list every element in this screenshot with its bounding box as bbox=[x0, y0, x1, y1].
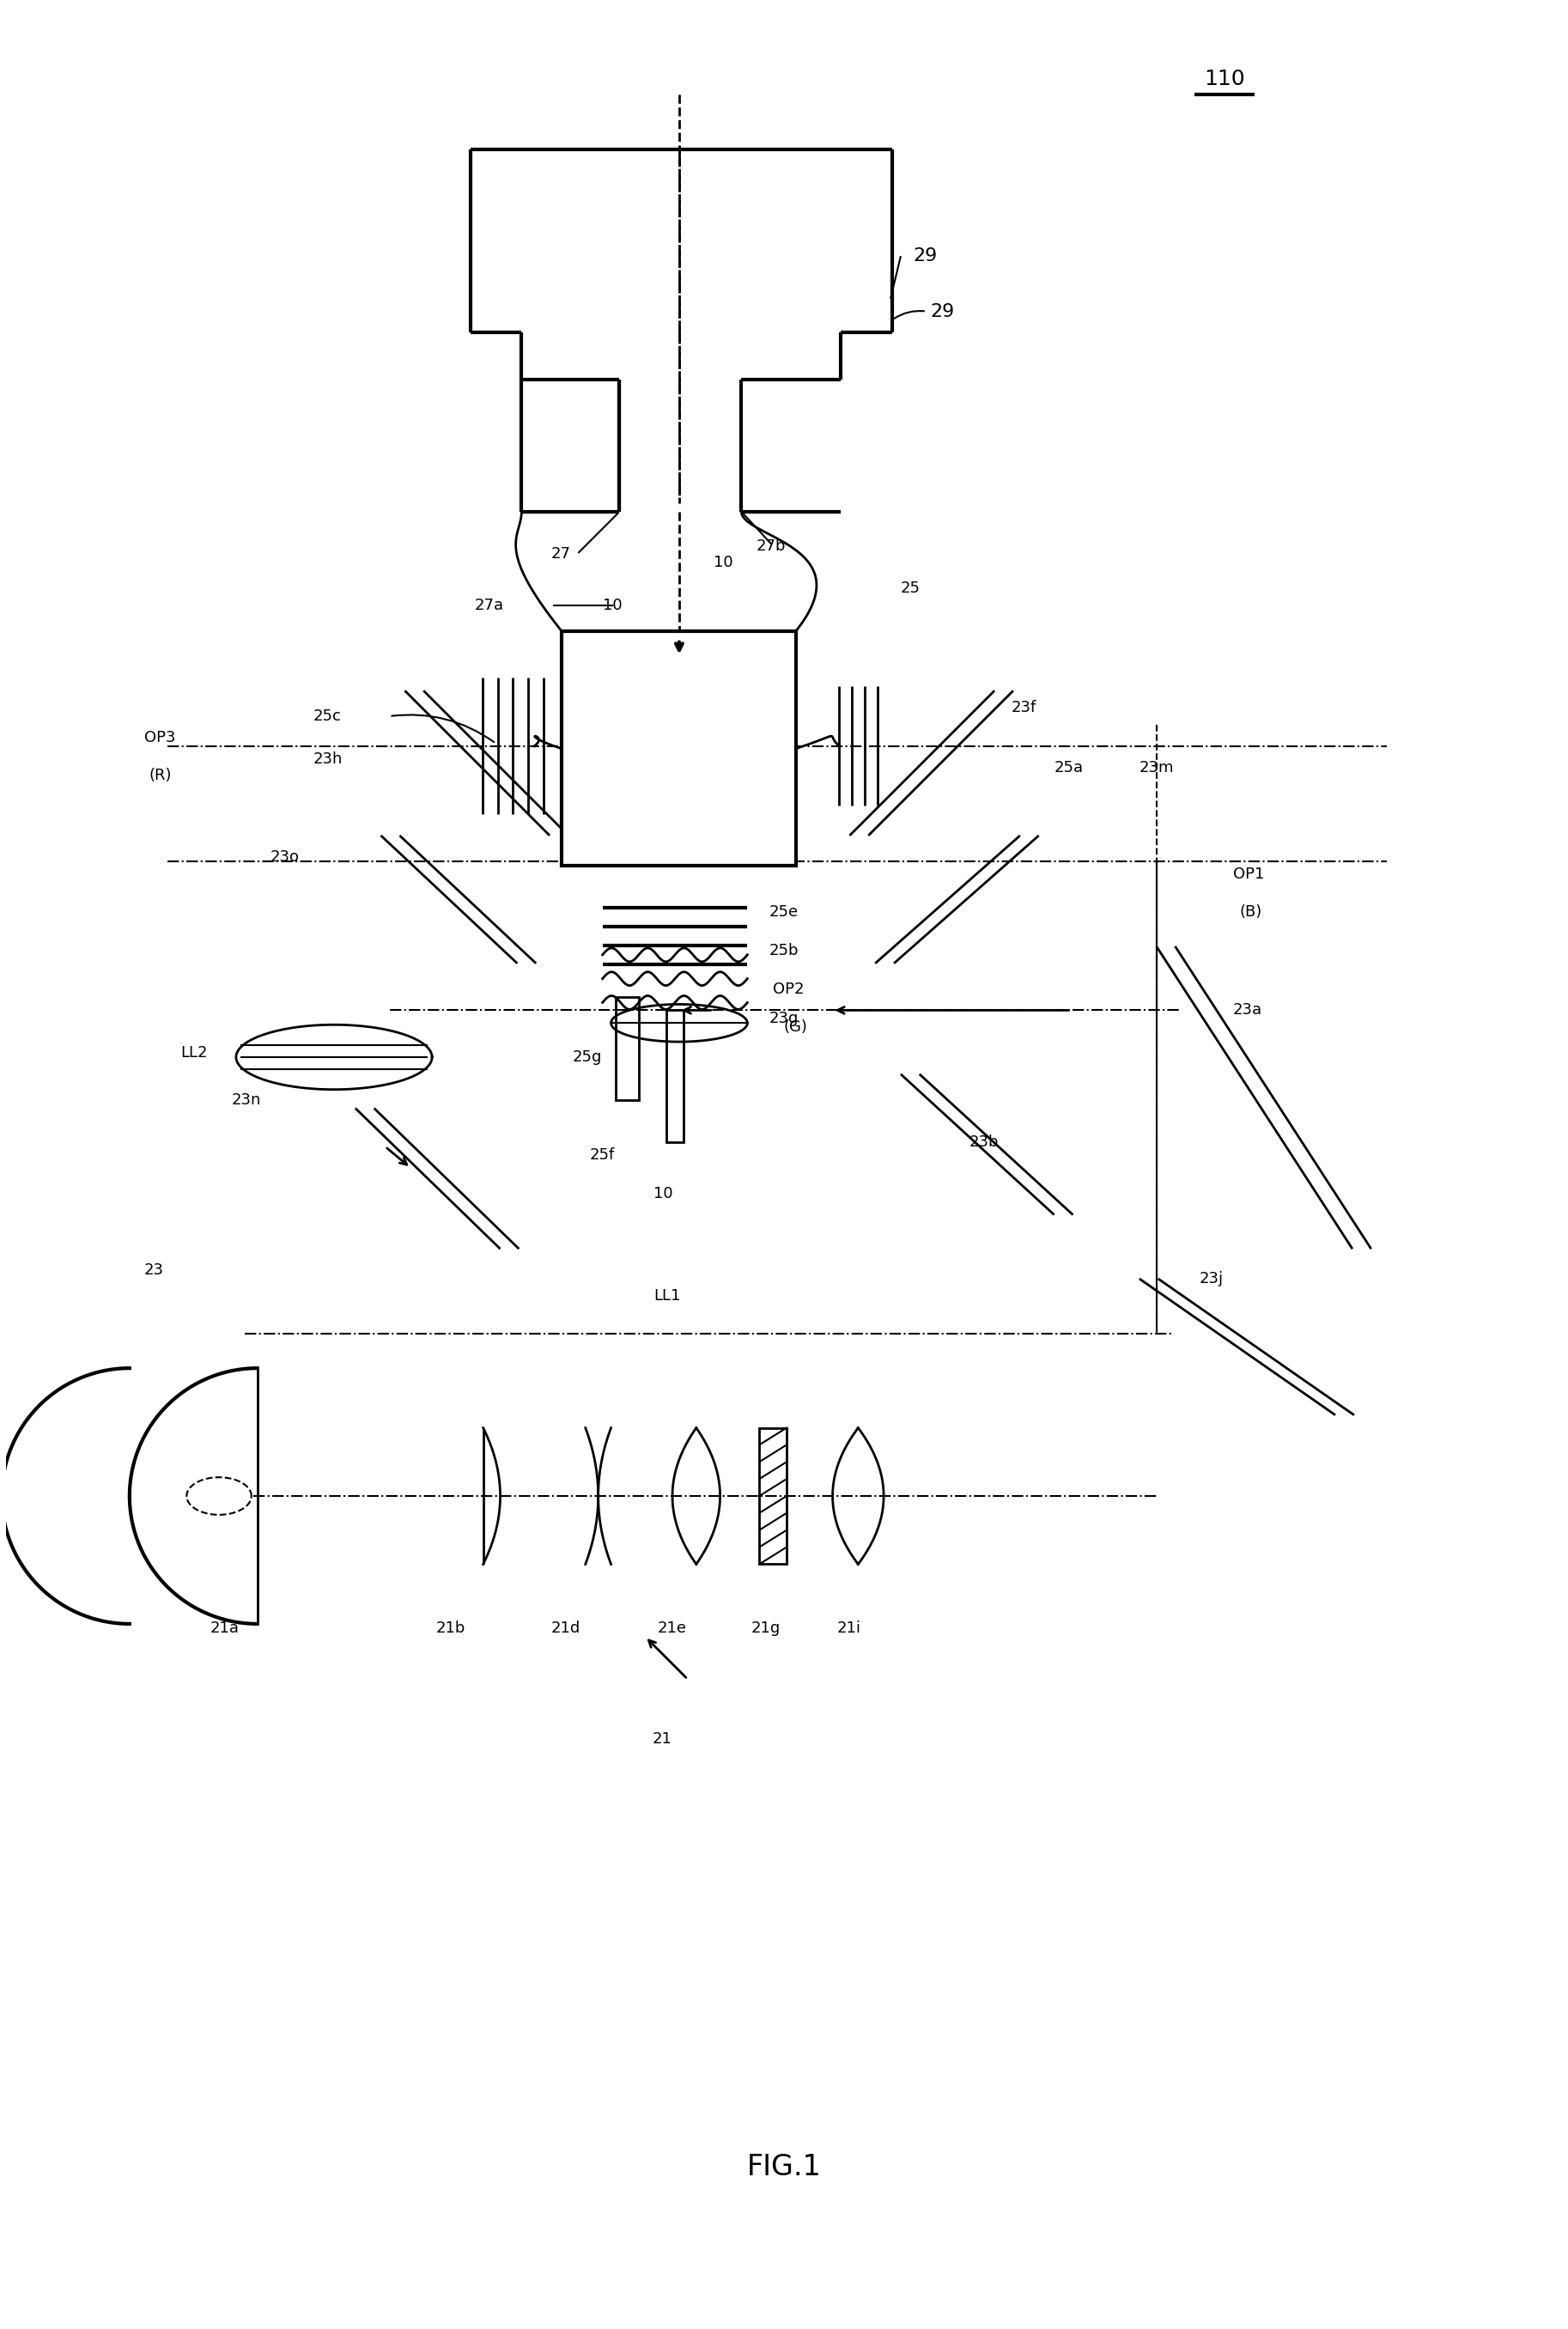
Text: 23h: 23h bbox=[312, 752, 342, 766]
Text: (B): (B) bbox=[1240, 904, 1262, 920]
Text: (G): (G) bbox=[782, 1020, 808, 1034]
Text: 25f: 25f bbox=[590, 1148, 615, 1162]
Text: 23j: 23j bbox=[1200, 1272, 1223, 1286]
Text: LL1: LL1 bbox=[654, 1288, 681, 1304]
Text: 21d: 21d bbox=[552, 1621, 580, 1635]
Text: 21b: 21b bbox=[436, 1621, 466, 1635]
Text: 27a: 27a bbox=[475, 599, 503, 613]
Text: 25e: 25e bbox=[768, 904, 798, 920]
Bar bbox=[615, 997, 640, 1099]
Text: 27: 27 bbox=[552, 547, 571, 561]
Text: 23f: 23f bbox=[1011, 701, 1036, 715]
Text: 23o: 23o bbox=[270, 850, 299, 864]
Text: 21e: 21e bbox=[657, 1621, 687, 1635]
Text: 29: 29 bbox=[914, 247, 938, 266]
Text: 10: 10 bbox=[654, 1185, 673, 1202]
Text: (R): (R) bbox=[149, 769, 172, 783]
Bar bbox=[561, 631, 797, 866]
Text: 21g: 21g bbox=[751, 1621, 781, 1635]
Text: 23n: 23n bbox=[232, 1092, 262, 1109]
Text: LL2: LL2 bbox=[180, 1046, 207, 1060]
Text: OP3: OP3 bbox=[144, 729, 176, 745]
Text: 21: 21 bbox=[652, 1730, 673, 1747]
Text: 25c: 25c bbox=[312, 708, 340, 724]
Text: 23: 23 bbox=[144, 1262, 163, 1279]
Bar bbox=[759, 1428, 787, 1565]
Bar bbox=[666, 1011, 684, 1141]
Text: 21a: 21a bbox=[210, 1621, 240, 1635]
Text: OP1: OP1 bbox=[1232, 866, 1264, 883]
Text: 23a: 23a bbox=[1232, 1001, 1262, 1018]
Text: 27b: 27b bbox=[756, 538, 786, 554]
Text: FIG.1: FIG.1 bbox=[746, 2152, 822, 2180]
Text: 10: 10 bbox=[713, 554, 732, 571]
Text: 25b: 25b bbox=[768, 943, 798, 957]
Text: 110: 110 bbox=[1204, 68, 1245, 89]
Text: 23b: 23b bbox=[969, 1134, 999, 1151]
Text: 25a: 25a bbox=[1054, 759, 1083, 776]
Text: 25g: 25g bbox=[572, 1050, 602, 1064]
Text: 10: 10 bbox=[602, 599, 622, 613]
Text: 23g: 23g bbox=[768, 1011, 798, 1027]
Text: 25: 25 bbox=[900, 580, 920, 596]
Text: 23m: 23m bbox=[1140, 759, 1174, 776]
Text: OP2: OP2 bbox=[773, 981, 804, 997]
Text: 29: 29 bbox=[930, 303, 955, 319]
Text: 21i: 21i bbox=[837, 1621, 861, 1635]
